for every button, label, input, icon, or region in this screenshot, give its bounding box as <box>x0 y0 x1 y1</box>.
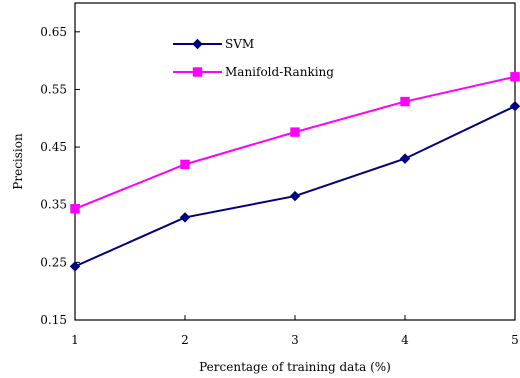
y-tick-label: 0.55 <box>40 82 67 96</box>
plot-area <box>74 2 516 321</box>
data-point <box>510 72 520 82</box>
x-axis: 1 2 3 4 5 <box>71 315 519 347</box>
data-point <box>179 212 191 223</box>
legend-item: SVM <box>173 37 254 51</box>
plot-border <box>74 2 516 321</box>
legend-marker <box>192 67 203 77</box>
data-point <box>70 204 80 214</box>
y-axis-title: Precision <box>11 133 25 190</box>
x-tick-label: 1 <box>71 333 79 347</box>
data-point <box>69 261 81 272</box>
y-tick-label: 0.35 <box>40 198 67 212</box>
data-point <box>290 127 300 137</box>
y-axis: 0.15 0.25 0.35 0.45 0.55 0.65 <box>40 25 80 327</box>
x-tick-label: 3 <box>291 333 299 347</box>
legend-item: Manifold-Ranking <box>173 65 334 79</box>
data-point <box>509 100 520 112</box>
series-layer <box>69 72 520 272</box>
legend-label: Manifold-Ranking <box>225 65 334 79</box>
y-tick-label: 0.15 <box>40 313 67 327</box>
x-tick-label: 4 <box>401 333 409 347</box>
legend-label: SVM <box>225 37 254 51</box>
legend: SVM Manifold-Ranking <box>173 37 334 79</box>
x-tick-label: 5 <box>511 333 519 347</box>
legend-marker <box>192 38 203 50</box>
y-tick-label: 0.65 <box>40 25 67 39</box>
series-2 <box>70 72 520 214</box>
data-point <box>399 153 411 164</box>
y-tick-label: 0.45 <box>40 140 67 154</box>
y-tick-label: 0.25 <box>40 255 67 269</box>
data-point <box>180 159 190 170</box>
data-point <box>289 190 301 202</box>
series-1 <box>69 100 520 272</box>
data-point <box>400 96 410 107</box>
series-line <box>74 75 516 210</box>
x-tick-label: 2 <box>181 333 189 347</box>
x-axis-title: Percentage of training data (%) <box>199 360 391 374</box>
